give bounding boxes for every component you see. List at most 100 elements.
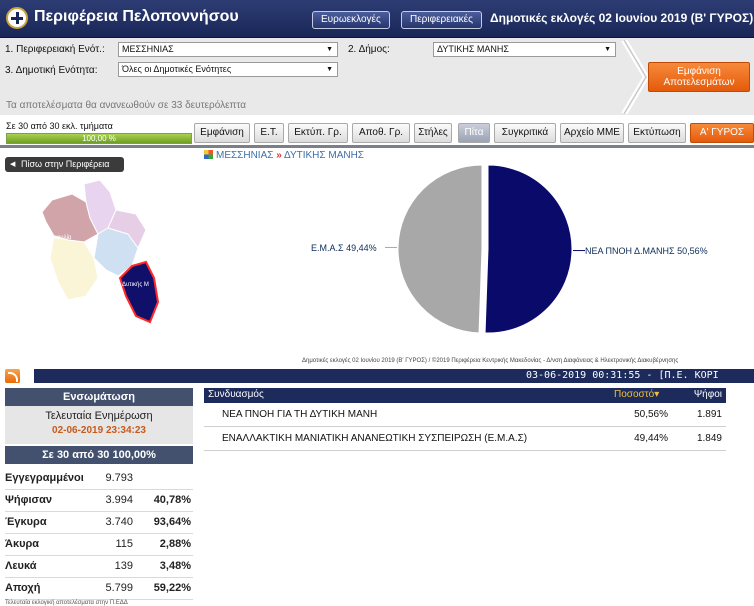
sections-count: Σε 30 από 30 εκλ. τμήματα xyxy=(6,121,113,131)
stat-value: 3.740 xyxy=(105,516,133,528)
stat-label: Έγκυρα xyxy=(5,516,47,528)
map-label-trifylia: Τριφυλία xyxy=(48,235,72,241)
save-graph-button[interactable]: Αποθ. Γρ. xyxy=(352,123,410,143)
stat-label: Εγγεγραμμένοι xyxy=(5,472,84,484)
municipality-label: 2. Δήμος: xyxy=(348,44,390,55)
progress-label: 100,00 % xyxy=(82,134,116,143)
status-bar xyxy=(34,369,754,383)
region-map: Τριφυλία Δυτικής Μ xyxy=(41,179,160,324)
columns-chart-button[interactable]: Στήλες xyxy=(414,123,452,143)
bottom-note: Τελευταία εκλογική αποτελέσματα στην Π.Ε… xyxy=(5,600,128,606)
municipality-select-value: ΔΥΤΙΚΗΣ ΜΑΝΗΣ xyxy=(437,44,509,54)
show-results-button[interactable]: Εμφάνιση Αποτελεσμάτων xyxy=(648,62,750,92)
stat-percent: 3,48% xyxy=(159,560,191,572)
euro-elections-button[interactable]: Ευρωεκλογές xyxy=(312,11,390,29)
stat-label: Αποχή xyxy=(5,582,41,594)
rss-icon[interactable] xyxy=(5,369,20,383)
breadcrumb: ΜΕΣΣΗΝΙΑΣ » ΔΥΤΙΚΗΣ ΜΑΝΗΣ xyxy=(204,150,364,161)
chart-footer: Δημοτικές εκλογές 02 Ιουνίου 2019 (Β' ΓΥ… xyxy=(302,358,679,364)
map-label-dytiki: Δυτικής Μ xyxy=(122,281,149,288)
results-header: Συνδυασμός Ποσοστό▾ Ψήφοι xyxy=(204,388,726,403)
map-area-east[interactable] xyxy=(107,209,147,250)
chevron-down-icon: ▼ xyxy=(326,46,333,53)
party-name: ΕΝΑΛΛΑΚΤΙΚΗ ΜΑΝΙΑΤΙΚΗ ΑΝΑΝΕΩΤΙΚΗ ΣΥΣΠΕΙΡ… xyxy=(222,433,528,444)
col-percent-header[interactable]: Ποσοστό▾ xyxy=(614,389,659,400)
stat-value: 9.793 xyxy=(105,472,133,484)
sections-summary: Σε 30 από 30 100,00% xyxy=(5,446,193,464)
table-row[interactable]: ΝΕΑ ΠΝΟΗ ΓΙΑ ΤΗ ΔΥΤΙΚΗ ΜΑΝΗ 50,56% 1.891 xyxy=(204,403,726,427)
stat-row-invalid: Άκυρα 115 2,88% xyxy=(5,534,193,556)
community-select[interactable]: Όλες οι Δημοτικές Ενότητες ▼ xyxy=(118,62,338,77)
incorporation-header: Ενσωμάτωση xyxy=(5,388,193,406)
map-area-south-west[interactable] xyxy=(49,235,99,301)
stat-value: 115 xyxy=(115,538,133,550)
last-update-label: Τελευταία Ενημέρωση xyxy=(45,410,153,422)
colors-icon xyxy=(204,150,213,159)
pie-label-nea-pnoi: ΝΕΑ ΠΝΟΗ Δ.ΜΑΝΗΣ 50,56% xyxy=(585,246,708,256)
divider xyxy=(0,145,754,148)
stat-label: Λευκά xyxy=(5,560,37,572)
last-update-box: Τελευταία Ενημέρωση 02-06-2019 23:34:23 xyxy=(5,406,193,444)
stat-percent: 59,22% xyxy=(153,582,191,594)
chevron-right-icon xyxy=(621,40,650,114)
stat-value: 139 xyxy=(114,560,133,572)
unit-select[interactable]: ΜΕΣΣΗΝΙΑΣ ▼ xyxy=(118,42,338,57)
stat-percent: 93,64% xyxy=(153,516,191,528)
pie-slice-emas[interactable] xyxy=(397,164,483,334)
back-to-region-button[interactable]: Πίσω στην Περιφέρεια xyxy=(5,157,124,172)
status-timestamp: 03-06-2019 00:31:55 - [Π.Ε. ΚΟΡΙ xyxy=(526,370,719,381)
stat-row-valid: Έγκυρα 3.740 93,64% xyxy=(5,512,193,534)
breadcrumb-municipality[interactable]: ΔΥΤΙΚΗΣ ΜΑΝΗΣ xyxy=(284,150,364,161)
progress-fill xyxy=(7,134,191,143)
pie-label-emas: Ε.Μ.Α.Σ 49,44% xyxy=(311,243,377,253)
header-bar: Περιφέρεια Πελοποννήσου Ευρωεκλογές Περι… xyxy=(0,0,754,38)
pie-chart xyxy=(385,164,585,334)
table-row[interactable]: ΕΝΑΛΛΑΚΤΙΚΗ ΜΑΝΙΑΤΙΚΗ ΑΝΑΝΕΩΤΙΚΗ ΣΥΣΠΕΙΡ… xyxy=(204,427,726,451)
col-votes-header[interactable]: Ψήφοι xyxy=(693,389,722,400)
chevron-down-icon: ▼ xyxy=(604,46,611,53)
col-percent-label: Ποσοστό xyxy=(614,389,655,400)
pie-slice-nea-pnoi[interactable] xyxy=(484,164,573,334)
stat-row-registered: Εγγεγραμμένοι 9.793 xyxy=(5,468,193,490)
party-votes: 1.849 xyxy=(696,433,722,444)
et-button[interactable]: Ε.Τ. xyxy=(254,123,284,143)
party-name: ΝΕΑ ΠΝΟΗ ΓΙΑ ΤΗ ΔΥΤΙΚΗ ΜΑΝΗ xyxy=(222,409,378,420)
stat-percent: 2,88% xyxy=(159,538,191,550)
page-title: Περιφέρεια Πελοποννήσου xyxy=(34,8,239,25)
unit-select-value: ΜΕΣΣΗΝΙΑΣ xyxy=(122,44,174,54)
print-graph-button[interactable]: Εκτύπ. Γρ. xyxy=(288,123,348,143)
region-logo-icon[interactable] xyxy=(6,7,28,29)
election-title: Δημοτικές εκλογές 02 Ιουνίου 2019 (Β' ΓΥ… xyxy=(490,11,754,25)
progress-bar: 100,00 % xyxy=(6,133,192,144)
stat-row-voted: Ψήφισαν 3.994 40,78% xyxy=(5,490,193,512)
show-button[interactable]: Εμφάνιση xyxy=(194,123,250,143)
party-votes: 1.891 xyxy=(696,409,722,420)
breadcrumb-region[interactable]: ΜΕΣΣΗΝΙΑΣ xyxy=(216,150,274,161)
stat-row-abstention: Αποχή 5.799 59,22% xyxy=(5,578,193,600)
stat-label: Άκυρα xyxy=(5,538,40,550)
stat-percent: 40,78% xyxy=(153,494,191,506)
breadcrumb-separator: » xyxy=(276,150,282,161)
compare-button[interactable]: Συγκριτικά xyxy=(494,123,556,143)
stat-value: 3.994 xyxy=(105,494,133,506)
sort-desc-icon: ▾ xyxy=(654,389,660,400)
stat-row-blank: Λευκά 139 3,48% xyxy=(5,556,193,578)
refresh-note: Τα αποτελέσματα θα ανανεωθούν σε 33 δευτ… xyxy=(6,100,247,111)
stat-value: 5.799 xyxy=(105,582,133,594)
col-party-header[interactable]: Συνδυασμός xyxy=(208,389,264,400)
media-file-button[interactable]: Αρχείο ΜΜΕ xyxy=(560,123,624,143)
print-button[interactable]: Εκτύπωση xyxy=(628,123,686,143)
first-round-button[interactable]: Α' ΓΥΡΟΣ xyxy=(690,123,754,143)
regional-elections-button[interactable]: Περιφερειακές xyxy=(401,11,482,29)
last-update-value: 02-06-2019 23:34:23 xyxy=(52,425,146,436)
party-percent: 50,56% xyxy=(634,409,668,420)
municipality-select[interactable]: ΔΥΤΙΚΗΣ ΜΑΝΗΣ ▼ xyxy=(433,42,616,57)
pie-chart-button[interactable]: Πίτα xyxy=(458,123,490,143)
party-percent: 49,44% xyxy=(634,433,668,444)
community-label: 3. Δημοτική Ενότητα: xyxy=(5,65,98,76)
map-area-dytiki-mani[interactable] xyxy=(118,260,160,324)
stat-label: Ψήφισαν xyxy=(5,494,52,506)
chevron-down-icon: ▼ xyxy=(326,66,333,73)
results-table: Συνδυασμός Ποσοστό▾ Ψήφοι ΝΕΑ ΠΝΟΗ ΓΙΑ Τ… xyxy=(204,388,726,451)
